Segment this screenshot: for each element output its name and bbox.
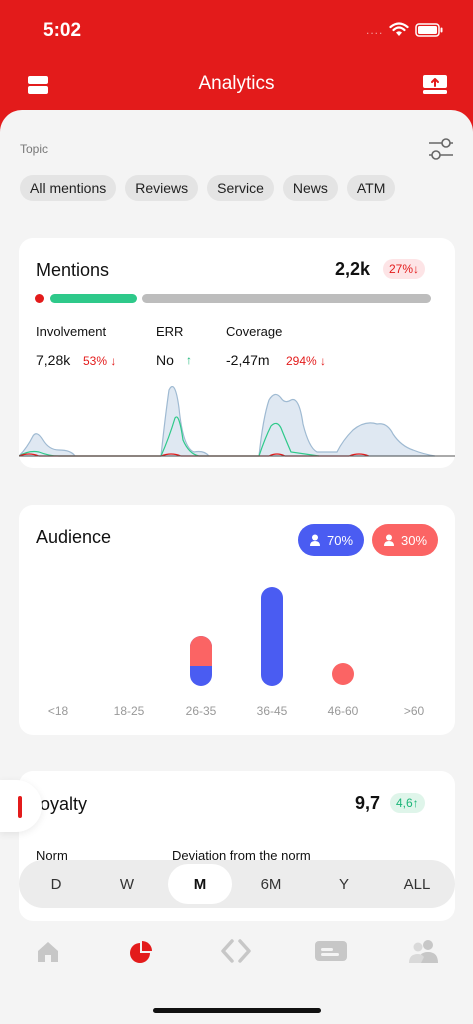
age-label: 26-35 xyxy=(185,704,217,718)
metric-err-value: No xyxy=(156,352,174,368)
age-label: >60 xyxy=(403,704,425,718)
mentions-badge: 27%↓ xyxy=(383,259,426,279)
period-all[interactable]: ALL xyxy=(403,875,431,893)
audience-female-pill[interactable]: 30% xyxy=(372,524,438,556)
metric-involvement-value: 7,28k xyxy=(36,352,71,368)
metric-coverage-label: Coverage xyxy=(226,324,283,339)
period-y[interactable]: Y xyxy=(338,875,349,893)
card-icon[interactable] xyxy=(314,940,348,962)
female-icon xyxy=(383,534,394,546)
mentions-dot xyxy=(35,294,44,303)
sparkline-green xyxy=(19,416,320,457)
period-m[interactable]: M xyxy=(168,864,232,904)
loyalty-deviation-label: Deviation from the norm xyxy=(172,848,311,863)
mentions-title: Mentions xyxy=(36,260,110,280)
period-w[interactable]: W xyxy=(119,875,135,893)
metric-err-delta: ↑ xyxy=(186,353,192,367)
wifi-icon xyxy=(389,22,409,36)
users-icon[interactable] xyxy=(408,938,440,964)
age-label: <18 xyxy=(47,704,69,718)
chip-reviews[interactable]: Reviews xyxy=(125,175,199,201)
filter-icon[interactable] xyxy=(427,136,455,162)
side-drawer-marker xyxy=(18,796,22,818)
mentions-sparkline xyxy=(19,386,455,457)
male-icon xyxy=(309,534,320,546)
topic-chips: All mentions Reviews Service News ATM xyxy=(20,175,396,201)
audience-male-pill[interactable]: 70% xyxy=(298,524,364,556)
audience-male-pct: 70% xyxy=(326,532,354,548)
loyalty-title: Loyalty xyxy=(30,794,88,814)
period-6m[interactable]: 6M xyxy=(260,875,282,893)
status-time: 5:02 xyxy=(43,20,82,41)
tab-bar xyxy=(0,922,473,1024)
mentions-progress xyxy=(50,294,137,303)
analytics-pie-icon[interactable] xyxy=(128,940,154,966)
loyalty-norm-label: Norm xyxy=(36,848,68,863)
signal-dots: .... xyxy=(366,22,384,37)
chip-atm[interactable]: ATM xyxy=(346,175,396,201)
metric-involvement-label: Involvement xyxy=(36,324,107,339)
topic-label: Topic xyxy=(20,142,49,156)
audience-title: Audience xyxy=(36,527,112,547)
age-label: 18-25 xyxy=(113,704,145,718)
loyalty-value: 9,7 xyxy=(355,793,381,813)
chip-service[interactable]: Service xyxy=(207,175,274,201)
audience-female-pct: 30% xyxy=(400,532,428,548)
upload-icon[interactable] xyxy=(422,73,448,95)
page-title: Analytics xyxy=(198,73,275,94)
mentions-track xyxy=(142,294,431,303)
metric-coverage-delta: 294% ↓ xyxy=(286,354,327,368)
code-icon[interactable] xyxy=(220,938,252,964)
loyalty-badge: 4,6↑ xyxy=(390,793,425,813)
period-selector xyxy=(19,860,455,908)
age-label: 36-45 xyxy=(256,704,288,718)
mentions-value: 2,2k xyxy=(335,259,371,279)
menu-icon[interactable] xyxy=(27,74,49,96)
age-bar-26-35 xyxy=(190,636,212,686)
age-bar-46-60 xyxy=(332,663,354,685)
metric-involvement-delta: 53% ↓ xyxy=(83,354,117,368)
chip-news[interactable]: News xyxy=(282,175,338,201)
home-indicator xyxy=(153,1008,321,1013)
age-bar-36-45 xyxy=(261,587,283,686)
metric-err-label: ERR xyxy=(156,324,184,339)
status-indicators: .... xyxy=(366,22,443,37)
home-icon[interactable] xyxy=(36,940,60,964)
battery-icon xyxy=(415,22,443,37)
sparkline-area xyxy=(19,386,436,457)
period-d[interactable]: D xyxy=(50,875,62,893)
age-label: 46-60 xyxy=(327,704,359,718)
metric-coverage-value: -2,47m xyxy=(226,352,270,368)
age-bar-26-35-female xyxy=(190,636,212,666)
chip-all-mentions[interactable]: All mentions xyxy=(20,175,117,201)
